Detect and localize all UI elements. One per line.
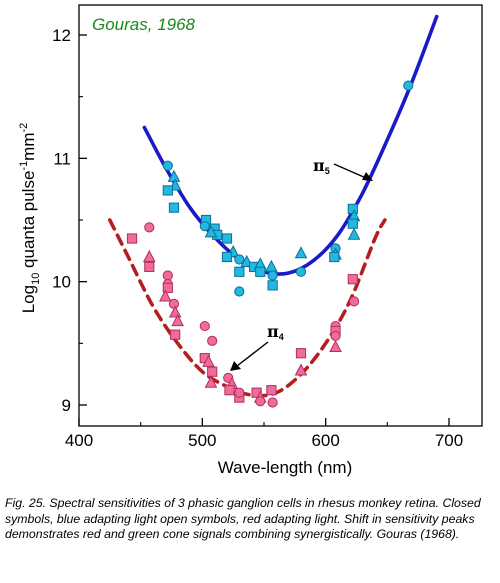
blue-square-marker: [221, 233, 233, 244]
red-square-marker: [162, 282, 173, 293]
blue-square-marker: [168, 202, 180, 213]
y-label-log: Log: [19, 285, 38, 313]
blue-triangle-marker: [347, 227, 361, 240]
red-triangle-marker: [202, 354, 215, 367]
pi5-label: π5: [313, 156, 330, 176]
blue-circle-marker: [162, 160, 173, 171]
data-markers: [126, 80, 414, 408]
red-circle-marker: [348, 296, 360, 307]
red-circle-marker: [144, 222, 155, 233]
y-tick-label: 9: [62, 396, 71, 415]
red-triangle-marker: [142, 249, 156, 262]
red-square-marker: [266, 385, 277, 396]
blue-square-marker: [329, 251, 340, 263]
blue-square-marker: [347, 218, 358, 229]
red-circle-marker: [255, 396, 266, 407]
y-label-quanta: quanta pulse: [19, 171, 38, 273]
pi5-arrowhead: [362, 172, 373, 181]
blue-circle-marker: [267, 270, 278, 281]
y-label-sub: 10: [30, 273, 42, 285]
x-axis-ticks: 400 500 600 700: [65, 418, 463, 450]
red-square-marker: [347, 274, 358, 285]
x-tick-label: 700: [435, 431, 463, 450]
red-square-marker: [207, 366, 218, 377]
y-label-sup1: -1: [18, 161, 30, 171]
pi5-curve: [142, 14, 439, 276]
pi4-arrowhead: [230, 361, 241, 371]
red-square-marker: [144, 261, 155, 272]
red-circle-marker: [199, 320, 210, 332]
y-label-mm: mm: [19, 132, 38, 160]
blue-triangle-marker: [294, 246, 308, 259]
plot-frame: [78, 4, 483, 427]
blue-circle-marker: [199, 221, 210, 232]
pi4-arrow: [236, 341, 269, 367]
pi4-subscript: 4: [279, 332, 284, 342]
pi4-label: π4: [267, 322, 284, 342]
blue-square-marker: [162, 185, 173, 196]
red-square-marker: [224, 385, 235, 396]
pi5-arrow: [333, 163, 367, 179]
pi5-subscript: 5: [325, 166, 330, 176]
chart-title: Gouras, 1968: [92, 15, 196, 34]
red-circle-marker: [168, 298, 180, 309]
blue-triangle-marker: [265, 259, 278, 272]
red-triangle-marker: [204, 375, 218, 388]
blue-circle-marker: [403, 80, 414, 91]
blue-square-marker: [221, 251, 233, 263]
blue-triangle-marker: [204, 225, 218, 238]
x-tick-label: 600: [311, 431, 339, 450]
red-circle-marker: [207, 335, 218, 346]
red-square-marker: [170, 329, 181, 340]
x-tick-label: 400: [65, 431, 93, 450]
red-square-marker: [126, 233, 138, 244]
y-tick-label: 10: [52, 273, 71, 292]
x-axis-label: Wave-length (nm): [218, 458, 352, 477]
x-tick-label: 500: [188, 431, 216, 450]
red-circle-marker: [267, 397, 278, 408]
figure-caption: Fig. 25. Spectral sensitivities of 3 pha…: [5, 496, 481, 541]
red-triangle-marker: [294, 363, 308, 376]
y-axis-ticks: 9 10 11 12: [52, 26, 87, 415]
y-tick-label: 11: [53, 149, 71, 168]
red-circle-marker: [234, 387, 245, 398]
y-tick-label: 12: [52, 26, 71, 45]
spectral-sensitivity-chart: Gouras, 1968 400 500 600 700 9 10 11 12 Wave-l…: [18, 4, 483, 477]
pi5-symbol: π: [313, 156, 325, 175]
red-square-marker: [295, 348, 307, 359]
red-triangle-marker: [168, 305, 182, 318]
pi4-symbol: π: [267, 322, 279, 341]
red-triangle-marker: [329, 339, 342, 353]
blue-circle-marker: [234, 286, 245, 297]
blue-square-marker: [267, 280, 278, 291]
red-triangle-marker: [171, 314, 184, 327]
red-triangle-marker: [159, 289, 172, 302]
y-axis-label: Log10 quanta pulse-1mm-2: [18, 123, 42, 314]
red-circle-marker: [330, 330, 341, 342]
blue-square-marker: [234, 266, 245, 277]
red-circle-marker: [162, 270, 173, 281]
pi4-curve: [108, 218, 387, 398]
blue-square-marker: [255, 266, 266, 277]
blue-circle-marker: [295, 266, 307, 277]
y-label-sup2: -2: [18, 123, 30, 133]
blue-circle-marker: [234, 254, 245, 265]
